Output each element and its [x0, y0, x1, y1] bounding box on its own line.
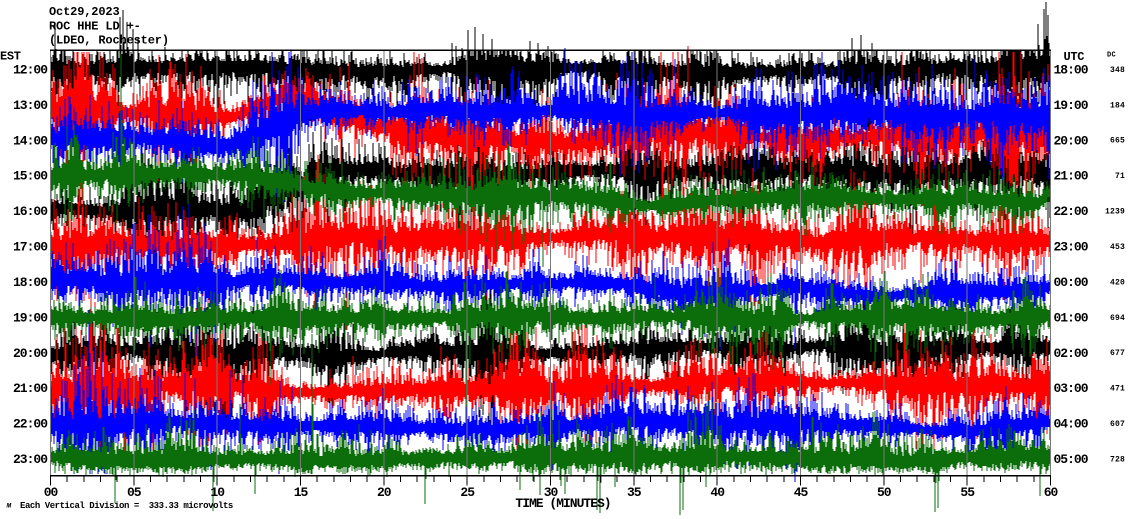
svg-text:50: 50: [877, 485, 892, 500]
svg-text:UTC: UTC: [1064, 50, 1085, 64]
svg-text:DC: DC: [1107, 51, 1116, 59]
svg-text:694: 694: [1110, 314, 1125, 323]
svg-text:22:00: 22:00: [1054, 204, 1089, 219]
svg-text:TIME (MINUTES): TIME (MINUTES): [515, 496, 610, 511]
svg-text:12:00: 12:00: [13, 63, 48, 78]
svg-text:20:00: 20:00: [1054, 133, 1089, 148]
svg-text:19:00: 19:00: [13, 310, 48, 325]
svg-text:25: 25: [460, 485, 475, 500]
svg-text:01:00: 01:00: [1054, 310, 1089, 325]
svg-text:Each Vertical Division = 333.: Each Vertical Division = 333.33 microvol…: [20, 501, 233, 511]
svg-text:677: 677: [1110, 349, 1125, 358]
svg-text:14:00: 14:00: [13, 133, 48, 148]
svg-text:16:00: 16:00: [13, 204, 48, 219]
svg-text:00: 00: [44, 485, 59, 500]
svg-text:20:00: 20:00: [13, 346, 48, 361]
svg-text:420: 420: [1110, 278, 1125, 287]
svg-text:00:00: 00:00: [1054, 275, 1089, 290]
svg-text:21:00: 21:00: [13, 381, 48, 396]
svg-text:1239: 1239: [1105, 208, 1125, 217]
svg-text:10: 10: [210, 485, 225, 500]
svg-text:607: 607: [1110, 420, 1125, 429]
svg-text:18:00: 18:00: [13, 275, 48, 290]
svg-text:05: 05: [127, 485, 142, 500]
svg-text:728: 728: [1110, 455, 1125, 464]
svg-text:40: 40: [710, 485, 725, 500]
svg-text:21:00: 21:00: [1054, 169, 1089, 184]
svg-text:348: 348: [1110, 66, 1125, 75]
svg-text:665: 665: [1110, 137, 1125, 146]
svg-text:15: 15: [294, 485, 309, 500]
svg-text:60: 60: [1044, 485, 1059, 500]
svg-text:23:00: 23:00: [1054, 240, 1089, 255]
svg-text:03:00: 03:00: [1054, 381, 1089, 396]
svg-text:30: 30: [544, 485, 559, 500]
svg-text:05:00: 05:00: [1054, 452, 1089, 467]
svg-text:471: 471: [1110, 385, 1125, 394]
svg-text:55: 55: [960, 485, 975, 500]
svg-text:02:00: 02:00: [1054, 346, 1089, 361]
svg-text:71: 71: [1115, 172, 1125, 181]
svg-text:м: м: [6, 502, 12, 511]
svg-text:13:00: 13:00: [13, 98, 48, 113]
svg-text:04:00: 04:00: [1054, 417, 1089, 432]
svg-text:20: 20: [377, 485, 392, 500]
svg-text:184: 184: [1110, 101, 1125, 110]
svg-text:35: 35: [627, 485, 642, 500]
svg-text:17:00: 17:00: [13, 240, 48, 255]
svg-text:15:00: 15:00: [13, 169, 48, 184]
svg-text:45: 45: [794, 485, 809, 500]
svg-text:EST: EST: [0, 50, 21, 64]
svg-text:22:00: 22:00: [13, 417, 48, 432]
svg-text:453: 453: [1110, 243, 1125, 252]
svg-text:18:00: 18:00: [1054, 63, 1089, 78]
svg-text:23:00: 23:00: [13, 452, 48, 467]
svg-text:19:00: 19:00: [1054, 98, 1089, 113]
